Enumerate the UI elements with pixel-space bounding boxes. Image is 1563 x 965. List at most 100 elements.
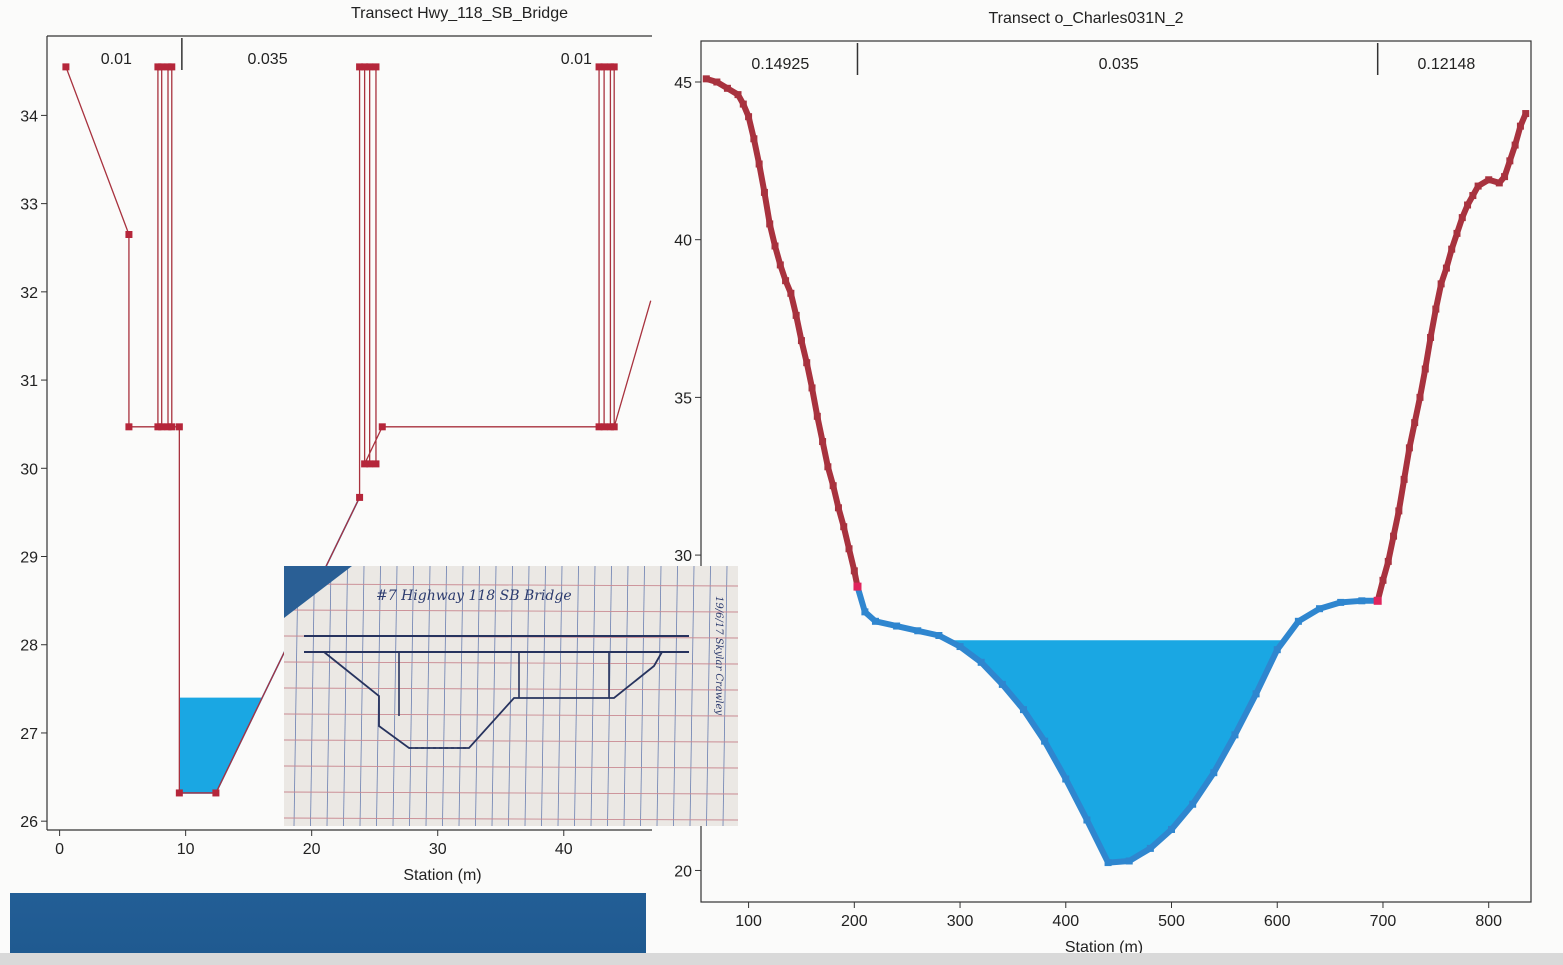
- bank-point: [750, 135, 758, 143]
- y-tick-label: 32: [20, 285, 38, 302]
- bank-point: [834, 504, 842, 512]
- profile-point: [600, 63, 608, 71]
- channel-point: [1104, 859, 1112, 867]
- grid-line-vertical: [392, 566, 398, 826]
- grid-line-horizontal: [284, 765, 738, 769]
- profile-point: [361, 63, 369, 71]
- bank-point: [1464, 201, 1472, 209]
- channel-point: [1337, 598, 1345, 606]
- y-tick-label: 35: [674, 390, 692, 407]
- profile-point: [212, 789, 220, 797]
- profile-point: [356, 493, 364, 501]
- chart-2: Transect o_Charles031N_22025303540451002…: [674, 10, 1532, 956]
- field-notes-sketch: [284, 566, 738, 826]
- channel-point: [1316, 605, 1324, 613]
- grid-line-vertical: [524, 566, 530, 826]
- profile-point: [62, 63, 70, 71]
- bank-point: [1390, 532, 1398, 540]
- profile-point: [600, 423, 608, 431]
- plot-frame: [700, 40, 1532, 903]
- profile-point: [378, 423, 386, 431]
- y-tick-label: 45: [674, 75, 692, 92]
- grid-line-horizontal: [284, 739, 738, 743]
- profile-point: [175, 789, 183, 797]
- channel-point: [1019, 706, 1027, 714]
- grid-line-vertical: [623, 566, 629, 826]
- bank-point: [1421, 365, 1429, 373]
- channel-point: [1041, 737, 1049, 745]
- x-tick-label: 500: [1158, 913, 1185, 930]
- bank-point: [1400, 475, 1408, 483]
- field-notes-title: #7 Highway 118 SB Bridge: [376, 588, 572, 604]
- bank-point: [829, 482, 837, 490]
- x-tick-label: 300: [947, 913, 974, 930]
- bank-point: [776, 261, 784, 269]
- bank-point: [1379, 576, 1387, 584]
- bank-point: [797, 337, 805, 345]
- bank-point: [1442, 264, 1450, 272]
- grid-line-vertical: [706, 566, 711, 826]
- profile-point: [168, 423, 176, 431]
- grid-line-vertical: [590, 566, 596, 826]
- x-tick-label: 20: [303, 841, 321, 858]
- profile-point: [595, 63, 603, 71]
- grid-line-vertical: [574, 566, 579, 826]
- grid-line-horizontal: [284, 687, 738, 691]
- field-notes-photo: #7 Highway 118 SB Bridge 19/6/17 Skylar …: [284, 566, 738, 826]
- field-notes-side-note: 19/6/17 Skylar Crawley: [713, 596, 724, 716]
- profile-point: [158, 423, 166, 431]
- y-tick-label: 30: [674, 548, 692, 565]
- bank-point: [739, 100, 747, 108]
- y-tick-label: 33: [20, 197, 38, 214]
- grid-line-vertical: [722, 566, 728, 826]
- profile-point: [154, 63, 162, 71]
- profile-point: [125, 231, 133, 238]
- channel-point: [1062, 775, 1070, 783]
- x-tick-label: 600: [1264, 913, 1291, 930]
- channel-point: [871, 617, 879, 625]
- grid-line-horizontal: [284, 583, 738, 587]
- grid-line-vertical: [491, 566, 497, 826]
- grid-line-vertical: [326, 566, 332, 826]
- bank-point: [1458, 214, 1466, 222]
- bank-point: [1516, 122, 1524, 130]
- manning-n-label: 0.035: [248, 51, 288, 68]
- x-tick-label: 700: [1370, 913, 1397, 930]
- grid-line-vertical: [409, 566, 414, 826]
- grid-line-vertical: [557, 566, 563, 826]
- y-tick-label: 20: [674, 863, 692, 880]
- channel-point: [977, 658, 985, 666]
- channel-point: [1231, 731, 1239, 739]
- bank-point: [1474, 182, 1482, 190]
- photo-edge-blue-band: [10, 893, 646, 953]
- bank-station-point: [853, 582, 862, 591]
- bank-point: [840, 523, 848, 531]
- chart-title: Transect Hwy_118_SB_Bridge: [351, 5, 568, 22]
- profile-point: [610, 423, 618, 431]
- grid-line-vertical: [293, 566, 299, 826]
- manning-n-label: 0.035: [1099, 56, 1139, 73]
- grid-line-vertical: [508, 566, 513, 826]
- x-tick-label: 400: [1052, 913, 1079, 930]
- bank-point: [1522, 110, 1530, 118]
- grid-line-vertical: [475, 566, 480, 826]
- bank-point: [803, 359, 811, 367]
- profile-point: [606, 63, 614, 71]
- profile-point: [164, 423, 172, 431]
- x-tick-label: 200: [841, 913, 868, 930]
- y-tick-label: 31: [20, 373, 38, 390]
- profile-point: [356, 63, 364, 71]
- channel-point: [998, 680, 1006, 688]
- channel-point: [861, 608, 869, 616]
- grid-line-vertical: [458, 566, 464, 826]
- grid-line-vertical: [689, 566, 695, 826]
- channel-point: [1358, 597, 1366, 605]
- bank-point: [734, 91, 742, 99]
- manning-n-label: 0.01: [101, 51, 132, 68]
- bank-point: [1495, 179, 1503, 187]
- channel-point: [1273, 646, 1281, 654]
- profile-point: [158, 63, 166, 71]
- bank-point: [1427, 333, 1435, 341]
- bank-point: [819, 438, 827, 446]
- channel-point: [914, 627, 922, 635]
